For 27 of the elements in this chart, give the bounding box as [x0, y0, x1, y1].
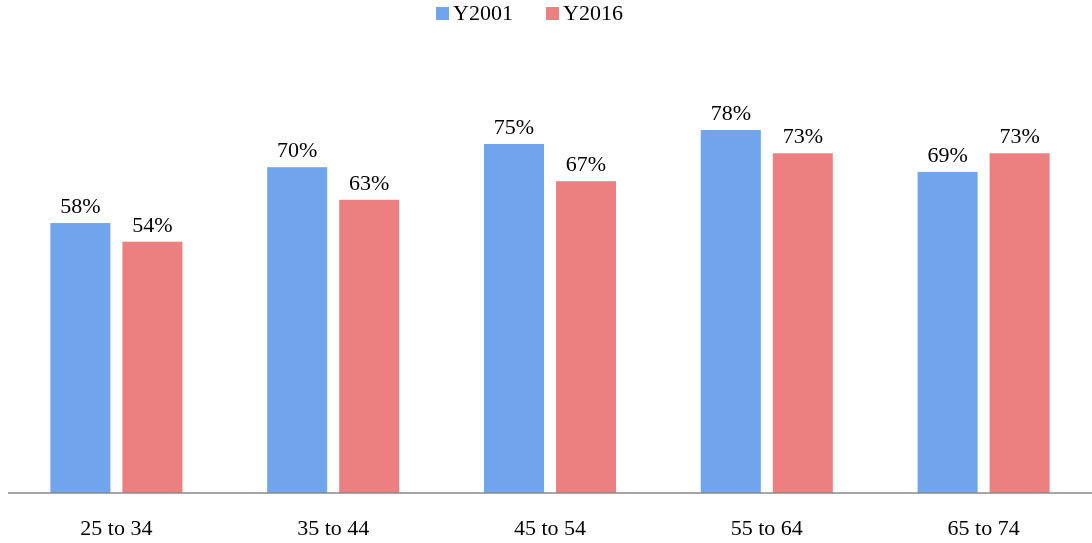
- bar: [267, 167, 328, 493]
- data-label: 75%: [493, 113, 535, 139]
- bar: [484, 143, 544, 493]
- bar: [700, 130, 761, 493]
- data-label: 58%: [60, 193, 101, 219]
- data-label: 63%: [349, 169, 390, 195]
- data-label: 67%: [565, 151, 607, 177]
- data-label: 54%: [132, 211, 173, 237]
- bar: [339, 199, 400, 493]
- bar: [50, 223, 111, 493]
- x-tick-label: 25 to 34: [80, 515, 153, 540]
- bar: [122, 241, 183, 493]
- data-label: 70%: [277, 137, 318, 163]
- bar: [989, 153, 1050, 493]
- bar: [556, 181, 616, 493]
- data-label: 73%: [999, 123, 1040, 149]
- x-tick-label: 55 to 64: [730, 515, 803, 540]
- data-label: 73%: [782, 123, 823, 149]
- legend-label: Y2016: [563, 0, 623, 25]
- bar: [917, 171, 978, 493]
- x-tick-label: 45 to 54: [513, 515, 587, 540]
- x-tick-label: 65 to 74: [947, 515, 1020, 540]
- x-tick-label: 35 to 44: [297, 515, 370, 540]
- bar: [772, 153, 833, 493]
- data-label: 78%: [710, 100, 751, 125]
- legend-label: Y2001: [453, 0, 513, 25]
- data-label: 69%: [927, 141, 968, 167]
